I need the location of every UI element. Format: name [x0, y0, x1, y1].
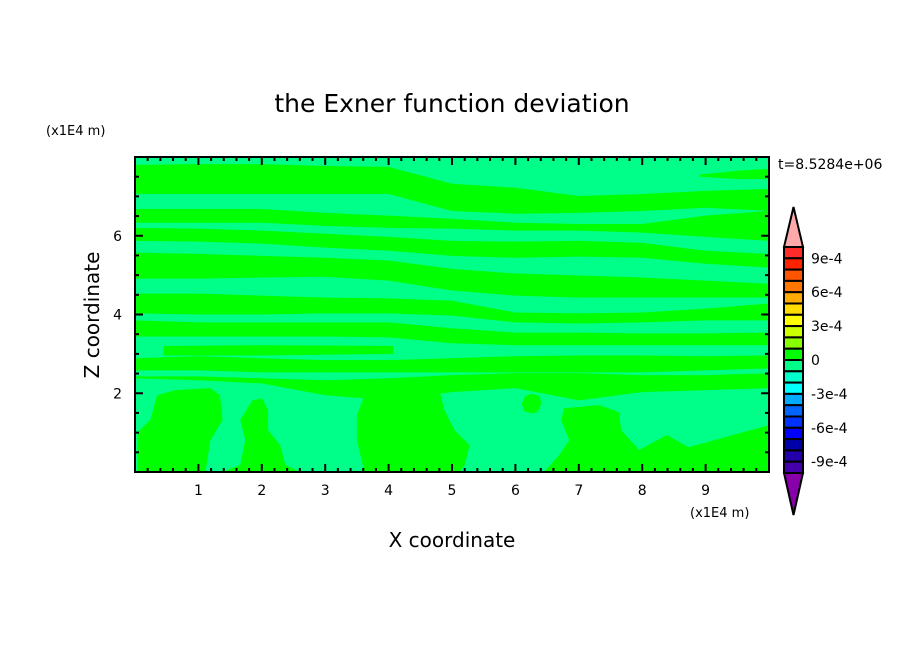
x-tick-label: 6 — [511, 483, 520, 499]
x-tick-label: 5 — [448, 483, 457, 499]
y-tick-label: 6 — [113, 229, 122, 245]
y-unit-label: (x1E4 m) — [46, 124, 105, 139]
colorbar-swatch — [783, 392, 804, 407]
colorbar: 9e-4 6e-4 3e-4 0 -3e-4 -6e-4 -9e-4 — [782, 206, 848, 516]
x-tick-label: 7 — [574, 483, 583, 499]
colorbar-label: -3e-4 — [811, 387, 848, 403]
y-tick-label: 2 — [113, 386, 122, 402]
contour-band-positive — [135, 355, 769, 373]
colorbar-swatch — [783, 347, 804, 362]
contour-region-positive — [543, 405, 769, 472]
x-tick-label: 1 — [194, 483, 203, 499]
contour-region-positive — [137, 388, 223, 472]
x-tick-label: 2 — [257, 483, 266, 499]
x-unit-label: (x1E4 m) — [690, 506, 749, 521]
colorbar-swatch — [783, 279, 804, 294]
colorbar-label: 9e-4 — [811, 251, 843, 267]
contour-band-positive — [699, 168, 769, 180]
colorbar-label: 0 — [811, 353, 820, 369]
x-axis-label: X coordinate — [389, 528, 516, 552]
colorbar-swatch — [783, 381, 804, 395]
x-tick-label: 4 — [384, 483, 393, 499]
colorbar-label: -6e-4 — [811, 421, 848, 437]
chart-title: the Exner function deviation — [274, 89, 629, 118]
y-axis-label: Z coordinate — [80, 252, 104, 379]
colorbar-swatch — [783, 325, 804, 339]
colorbar-over-triangle — [782, 206, 805, 248]
plot-area — [134, 156, 770, 473]
contour-band-positive — [135, 208, 769, 241]
colorbar-swatch — [783, 291, 804, 305]
colorbar-label: 3e-4 — [811, 319, 843, 335]
contour-band-positive — [135, 373, 769, 401]
contour-region-positive — [356, 390, 470, 472]
colorbar-under-triangle — [782, 472, 805, 516]
colorbar-swatch — [783, 268, 804, 282]
contour-band-positive — [135, 252, 769, 298]
colorbar-swatch — [783, 426, 804, 441]
contour-band-positive — [163, 345, 394, 356]
time-label: t=8.5284e+06 — [778, 157, 882, 173]
colorbar-swatch — [783, 438, 804, 452]
x-tick-label: 3 — [321, 483, 330, 499]
contour-band-positive — [135, 227, 769, 268]
contour-band-positive — [135, 293, 769, 324]
colorbar-swatch — [783, 415, 804, 429]
colorbar-swatch — [783, 302, 804, 316]
x-tick-label: 9 — [701, 483, 710, 499]
x-tick-label: 8 — [638, 483, 647, 499]
colorbar-swatch — [783, 336, 804, 350]
colorbar-swatch — [783, 404, 804, 418]
colorbar-swatch — [783, 246, 804, 260]
contour-region-positive — [222, 398, 300, 472]
colorbar-swatch — [783, 449, 804, 463]
contour-band-positive — [135, 164, 769, 214]
colorbar-swatch — [783, 370, 804, 384]
contour-region-positive — [521, 393, 542, 414]
colorbar-label: -9e-4 — [811, 455, 848, 471]
colorbar-swatch — [783, 359, 804, 373]
contour-band-positive — [135, 320, 769, 346]
colorbar-swatch — [783, 313, 804, 328]
y-tick-label: 4 — [113, 308, 122, 324]
colorbar-swatch — [783, 460, 804, 475]
colorbar-swatch — [783, 257, 804, 271]
axis-ticks: 1 2 3 4 5 6 7 8 9 2 4 6 — [113, 156, 770, 499]
colorbar-label: 6e-4 — [811, 285, 843, 301]
contour-fill — [135, 157, 769, 472]
